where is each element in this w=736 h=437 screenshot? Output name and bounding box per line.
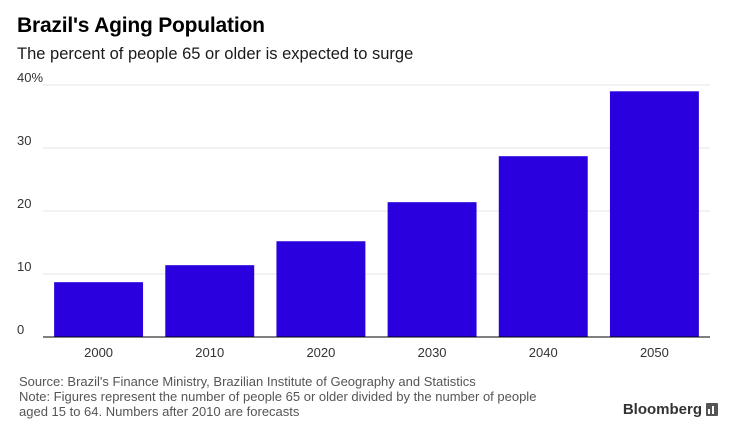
source-note: Source: Brazil's Finance Ministry, Brazi… — [19, 374, 476, 389]
y-tick-label: 10 — [17, 259, 31, 274]
y-axis-ticks: 0 10 20 30 40% — [17, 70, 43, 337]
bar-2000 — [54, 282, 144, 337]
bar-2020 — [276, 241, 366, 337]
x-tick-label: 2000 — [84, 345, 113, 360]
x-tick-label: 2030 — [418, 345, 447, 360]
bar-2010 — [165, 265, 255, 337]
chart-title: Brazil's Aging Population — [17, 14, 265, 37]
brand-name: Bloomberg — [622, 401, 702, 418]
bar-2050 — [609, 91, 699, 337]
bloomberg-logo-icon — [706, 403, 718, 416]
y-tick-label: 20 — [17, 196, 31, 211]
x-tick-label: 2020 — [306, 345, 335, 360]
note-line-2: aged 15 to 64. Numbers after 2010 are fo… — [19, 404, 300, 419]
note-line-1: Note: Figures represent the number of pe… — [19, 389, 537, 404]
chart-subtitle: The percent of people 65 or older is exp… — [17, 45, 414, 63]
x-tick-label: 2040 — [529, 345, 558, 360]
gridlines — [43, 84, 710, 275]
bloomberg-logo: Bloomberg — [623, 401, 718, 418]
y-tick-label: 0 — [17, 322, 24, 337]
y-tick-label: 40% — [17, 70, 43, 85]
bars — [54, 91, 699, 337]
x-tick-label: 2050 — [640, 345, 669, 360]
x-axis-ticks: 2000 2010 2020 2030 2040 2050 — [84, 345, 669, 360]
x-tick-label: 2010 — [195, 345, 224, 360]
bar-2030 — [387, 202, 477, 337]
y-tick-label: 30 — [17, 133, 31, 148]
bar-2040 — [498, 156, 588, 337]
chart-footer: Source: Brazil's Finance Ministry, Brazi… — [19, 374, 536, 419]
